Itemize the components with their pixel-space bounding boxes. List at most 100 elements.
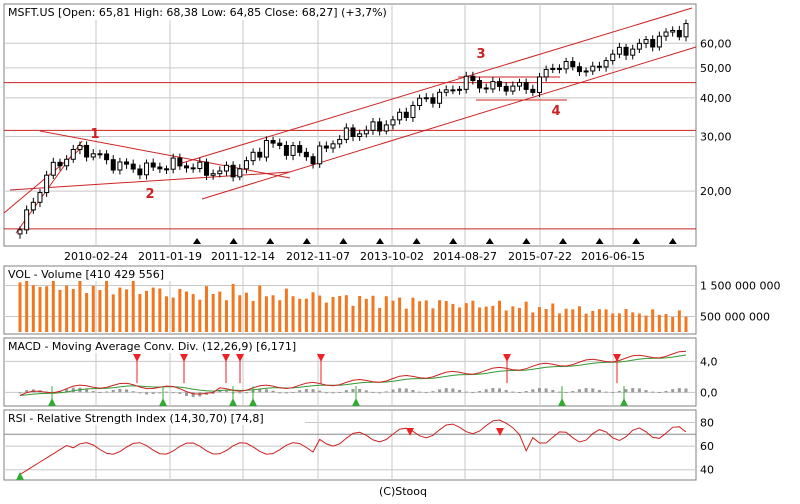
- volume-bar: [185, 291, 188, 332]
- macd-hist-bar: [138, 392, 142, 394]
- macd-hist-bar: [25, 390, 29, 393]
- macd-hist-bar: [131, 391, 135, 393]
- volume-bar: [91, 285, 95, 332]
- candle-up: [37, 192, 43, 203]
- volume-bar: [664, 314, 668, 332]
- macd-hist-bar: [91, 391, 95, 393]
- candle-up: [510, 85, 516, 92]
- volume-y-tick-label: 500 000 000: [700, 311, 770, 324]
- volume-bar: [557, 313, 561, 332]
- rsi-sell-marker: [406, 428, 414, 436]
- macd-hist-bar: [318, 390, 322, 393]
- wedge-lower: [9, 171, 291, 191]
- candle-up: [337, 138, 343, 145]
- macd-line: [19, 350, 687, 396]
- price-marker-triangle: [229, 238, 238, 244]
- macd-hist-bar: [451, 388, 455, 393]
- volume-bar: [85, 293, 89, 332]
- volume-bar: [551, 303, 555, 332]
- volume-bar: [564, 308, 568, 332]
- candle-up: [343, 127, 349, 140]
- macd-hist-bar: [291, 391, 295, 393]
- candle-up: [457, 88, 463, 91]
- candle-up: [243, 160, 249, 170]
- price-x-tick-label: 2011-12-14: [211, 250, 275, 263]
- macd-sell-marker: [236, 354, 244, 362]
- volume-bar: [138, 294, 142, 332]
- volume-bar: [278, 300, 282, 332]
- macd-y-tick-label: 4,0: [700, 355, 718, 368]
- candle-up: [24, 209, 30, 231]
- volume-bar: [271, 295, 275, 332]
- macd-hist-bar: [71, 387, 75, 393]
- price-marker-triangle: [559, 238, 567, 244]
- rsi-title-bg: [5, 411, 305, 425]
- candle-up: [370, 121, 376, 131]
- candle-up: [217, 170, 223, 175]
- volume-bar: [125, 289, 129, 332]
- candle-up: [683, 23, 689, 38]
- macd-hist-bar: [358, 388, 362, 393]
- volume-bar: [45, 286, 49, 332]
- macd-buy-marker: [558, 398, 566, 406]
- candle-down: [164, 168, 170, 171]
- volume-bar: [25, 275, 29, 332]
- candle-up: [616, 46, 622, 55]
- volume-bar: [238, 295, 242, 332]
- macd-hist-bar: [178, 392, 182, 394]
- candle-up: [397, 111, 403, 121]
- candle-up: [237, 168, 243, 178]
- candle-down: [177, 157, 183, 167]
- macd-hist-bar: [584, 388, 588, 393]
- candle-up: [490, 81, 496, 90]
- volume-bar: [51, 274, 55, 332]
- candle-down: [530, 88, 536, 93]
- candle-up: [50, 161, 56, 176]
- candle-up: [363, 129, 369, 135]
- price-x-tick-label: 2011-01-19: [138, 250, 202, 263]
- price-x-tick-label: 2015-07-22: [508, 250, 572, 263]
- price-y-tick-label: 60,00: [700, 37, 732, 50]
- macd-hist-bar: [657, 392, 661, 394]
- macd-hist-bar: [191, 392, 195, 397]
- candle-up: [30, 201, 36, 211]
- wedge-upper: [39, 130, 291, 179]
- volume-bar: [311, 292, 315, 332]
- rsi-content: [16, 419, 687, 480]
- price-marker-triangle: [193, 238, 201, 244]
- macd-hist-bar: [498, 388, 502, 393]
- macd-hist-bar: [271, 390, 275, 393]
- volume-bar: [165, 296, 169, 332]
- candle-down: [470, 75, 476, 82]
- main-channel-lower: [201, 46, 697, 200]
- macd-hist-bar: [185, 392, 188, 396]
- volume-bar: [478, 307, 482, 332]
- volume-bar: [318, 295, 322, 332]
- macd-hist-bar: [511, 391, 515, 393]
- macd-sell-marker: [133, 354, 141, 362]
- volume-bar: [498, 300, 502, 332]
- price-x-tick-label: 2012-11-07: [286, 250, 350, 263]
- volume-bar: [31, 285, 35, 332]
- rsi-y-tick-label: 40: [700, 464, 714, 477]
- candle-down: [570, 61, 576, 68]
- candle-up: [550, 67, 556, 70]
- volume-bar: [151, 287, 155, 332]
- volume-bar: [404, 308, 408, 332]
- volume-bar: [418, 301, 422, 332]
- macd-hist-bar: [284, 392, 288, 394]
- macd-hist-bar: [98, 392, 102, 394]
- candle-down: [430, 97, 436, 104]
- volume-bar: [131, 279, 135, 332]
- macd-y-tick-label: 0,0: [700, 386, 718, 399]
- macd-hist-bar: [18, 392, 22, 394]
- volume-bar: [331, 296, 335, 332]
- volume-bar: [537, 307, 541, 332]
- macd-hist-bar: [344, 390, 348, 393]
- macd-content: [18, 350, 688, 406]
- volume-bar: [258, 285, 262, 332]
- price-x-tick-label: 2010-02-24: [64, 250, 128, 263]
- candle-up: [17, 229, 23, 235]
- macd-hist-bar: [551, 389, 555, 393]
